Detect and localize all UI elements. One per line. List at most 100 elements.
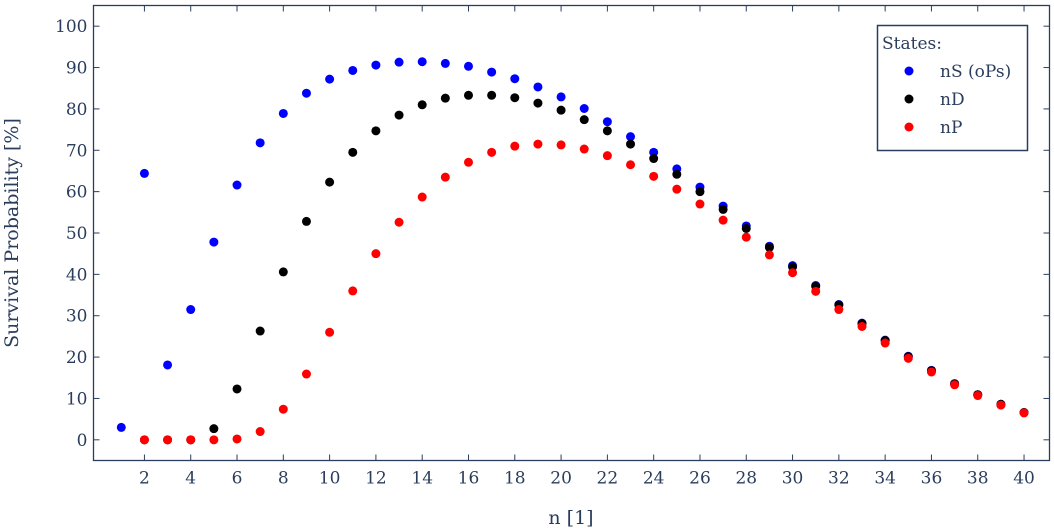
data-point [301,88,311,98]
data-point [510,93,520,103]
data-point [278,267,288,277]
data-point [626,160,636,170]
data-point [440,93,450,103]
data-point [186,435,196,445]
legend-title: States: [882,34,942,54]
data-point [834,305,844,315]
x-tick-label: 2 [139,469,150,489]
data-point [209,424,219,434]
data-point [463,61,473,71]
data-point [348,65,358,75]
data-point [718,204,728,214]
series-2 [139,139,1029,445]
data-point [672,169,682,179]
data-point [556,105,566,115]
legend: States: nS (oPs) nD nP [876,24,1029,152]
y-tick-label: 40 [66,265,88,285]
y-tick-label: 90 [66,59,88,79]
data-point [602,126,612,136]
data-point [232,384,242,394]
data-point [232,180,242,190]
data-point [255,427,265,437]
data-point [996,400,1006,410]
data-point [533,82,543,92]
data-point [695,187,705,197]
data-point [440,172,450,182]
y-tick-label: 20 [66,348,88,368]
data-point [811,286,821,296]
data-point [926,367,936,377]
x-tick-label: 26 [689,469,711,489]
data-point [348,286,358,296]
data-point [463,90,473,100]
data-point [417,192,427,202]
x-tick-label: 14 [411,469,433,489]
x-tick-label: 28 [735,469,757,489]
data-point [186,305,196,315]
data-point [556,140,566,150]
data-points [116,57,1029,445]
legend-marker [904,94,914,104]
x-tick-label: 10 [319,469,341,489]
legend-label: nD [940,90,965,110]
data-point [556,92,566,102]
x-tick-label: 40 [1013,469,1035,489]
data-point [880,338,890,348]
x-tick-label: 16 [458,469,480,489]
x-tick-label: 4 [185,469,196,489]
data-point [533,139,543,149]
data-point [139,435,149,445]
y-axis-label: Survival Probability [%] [1,118,23,348]
data-point [1019,408,1029,418]
data-point [325,177,335,187]
data-point [301,369,311,379]
data-point [973,391,983,401]
data-point [579,144,589,154]
series-1 [139,90,1029,445]
data-point [301,216,311,226]
legend-box [876,24,1029,152]
data-point [116,422,126,432]
data-point [741,223,751,233]
data-point [417,100,427,110]
data-point [163,435,173,445]
data-point [602,117,612,127]
x-tick-label: 38 [967,469,989,489]
data-point [579,103,589,113]
x-tick-label: 20 [550,469,572,489]
data-point [232,434,242,444]
x-tick-label: 8 [278,469,289,489]
data-point [325,327,335,337]
y-tick-label: 50 [66,224,88,244]
data-point [278,404,288,414]
data-point [510,74,520,84]
data-point [325,74,335,84]
data-point [649,147,659,157]
x-tick-label: 24 [643,469,665,489]
data-point [626,139,636,149]
data-point [487,90,497,100]
data-point [371,60,381,70]
data-point [857,321,867,331]
data-point [626,132,636,142]
data-point [163,360,173,370]
y-tick-label: 70 [66,141,88,161]
data-point [950,380,960,390]
y-tick-label: 80 [66,100,88,120]
data-point [209,435,219,445]
x-tick-label: 18 [504,469,526,489]
data-point [602,151,612,161]
y-tick-label: 30 [66,307,88,327]
data-point [649,154,659,164]
data-point [695,199,705,209]
data-point [371,249,381,259]
data-point [371,126,381,136]
data-point [764,242,774,252]
legend-marker [904,122,914,132]
data-point [255,138,265,148]
x-tick-label: 22 [597,469,619,489]
x-tick-label: 6 [232,469,243,489]
data-point [348,147,358,157]
data-point [463,157,473,167]
